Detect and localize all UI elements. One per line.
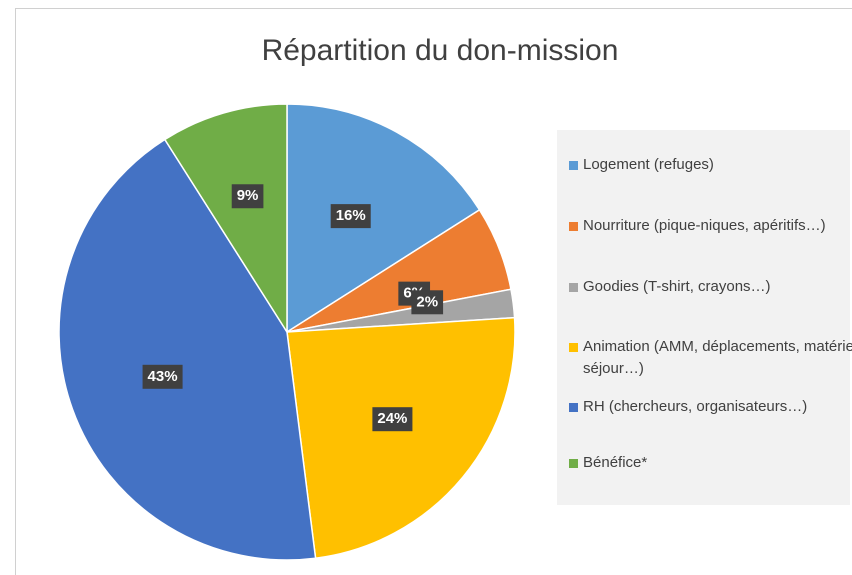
legend-label: Animation (AMM, déplacements, matériel s… bbox=[583, 338, 852, 377]
pie-slice bbox=[58, 138, 317, 561]
pie-slice bbox=[286, 316, 516, 560]
data-label-text: 2% bbox=[416, 293, 438, 310]
legend-swatch bbox=[569, 283, 578, 292]
data-label: 9% bbox=[231, 184, 264, 209]
legend: Logement (refuges) Nourriture (pique-niqu… bbox=[557, 130, 852, 505]
data-label: 16% bbox=[330, 204, 371, 229]
legend-swatch bbox=[569, 222, 578, 231]
legend-label: Nourriture (pique-niques, apéritifs…) bbox=[583, 217, 826, 234]
legend-swatch bbox=[569, 161, 578, 170]
pie-slice bbox=[163, 103, 288, 335]
data-label-box bbox=[372, 407, 413, 432]
legend-item: RH (chercheurs, organisateurs…) bbox=[569, 396, 852, 418]
legend-label: Goodies (T-shirt, crayons…) bbox=[583, 278, 771, 295]
data-label: 43% bbox=[142, 364, 183, 389]
pie-slice bbox=[286, 103, 481, 334]
data-label-box bbox=[142, 364, 183, 389]
legend-label: RH (chercheurs, organisateurs…) bbox=[583, 398, 808, 415]
data-label-box bbox=[330, 204, 371, 229]
legend-item: Animation (AMM, déplacements, matériel s… bbox=[569, 336, 852, 380]
legend-item: Goodies (T-shirt, crayons…) bbox=[569, 276, 852, 298]
legend-swatch bbox=[569, 459, 578, 468]
legend-label: Bénéfice* bbox=[583, 454, 648, 471]
data-label-text: 9% bbox=[237, 187, 259, 204]
data-label-box bbox=[231, 184, 264, 209]
legend-swatch bbox=[569, 343, 578, 352]
chart-frame bbox=[15, 8, 852, 575]
data-label-text: 16% bbox=[336, 207, 366, 224]
data-label: 2% bbox=[411, 290, 444, 315]
data-label: 24% bbox=[372, 407, 413, 432]
legend-item: Logement (refuges) bbox=[569, 154, 852, 176]
chart-title: Répartition du don-mission bbox=[262, 34, 619, 67]
legend-item: Nourriture (pique-niques, apéritifs…) bbox=[569, 215, 852, 237]
legend-item: Bénéfice* bbox=[569, 452, 852, 474]
data-label-text: 43% bbox=[148, 368, 178, 385]
data-label-text: 24% bbox=[377, 410, 407, 427]
legend-label: Logement (refuges) bbox=[583, 156, 714, 173]
legend-swatch bbox=[569, 403, 578, 412]
data-label-box bbox=[411, 290, 444, 315]
